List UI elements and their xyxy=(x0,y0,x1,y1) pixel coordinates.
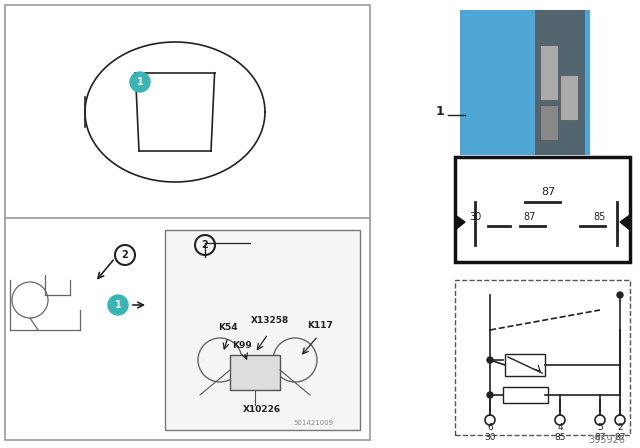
Circle shape xyxy=(130,72,150,92)
Text: 1: 1 xyxy=(136,77,143,87)
Circle shape xyxy=(487,357,493,363)
Text: 395926: 395926 xyxy=(588,435,625,445)
Bar xyxy=(230,355,280,390)
Bar xyxy=(455,280,630,435)
Text: 501421009: 501421009 xyxy=(294,420,334,426)
Text: 1: 1 xyxy=(436,105,444,118)
Polygon shape xyxy=(455,215,465,230)
Bar xyxy=(5,218,370,440)
Text: 87: 87 xyxy=(541,187,555,197)
Text: 1: 1 xyxy=(115,300,122,310)
Bar xyxy=(560,75,578,120)
Text: 4: 4 xyxy=(557,423,563,432)
Bar xyxy=(505,354,545,376)
Polygon shape xyxy=(620,215,630,230)
Bar xyxy=(502,387,547,403)
Circle shape xyxy=(108,295,128,315)
Bar xyxy=(5,5,370,220)
Text: 87: 87 xyxy=(595,433,605,442)
Text: 85: 85 xyxy=(554,433,566,442)
Circle shape xyxy=(487,392,493,398)
Text: 2: 2 xyxy=(202,240,209,250)
Text: 30: 30 xyxy=(484,433,496,442)
Text: 2: 2 xyxy=(122,250,129,260)
Text: 87: 87 xyxy=(614,433,626,442)
Text: 5: 5 xyxy=(597,423,603,432)
Text: 2: 2 xyxy=(617,423,623,432)
Text: K99: K99 xyxy=(232,341,252,350)
Text: K117: K117 xyxy=(307,321,333,330)
Text: 30: 30 xyxy=(469,212,481,222)
Text: 85: 85 xyxy=(594,212,606,222)
Bar xyxy=(460,10,590,155)
Circle shape xyxy=(617,292,623,298)
Text: 87: 87 xyxy=(524,212,536,222)
Text: 6: 6 xyxy=(487,423,493,432)
Text: X10226: X10226 xyxy=(243,405,281,414)
Bar xyxy=(540,105,558,140)
Bar xyxy=(540,45,558,100)
Bar xyxy=(165,230,360,430)
Text: X13258: X13258 xyxy=(251,316,289,325)
Bar xyxy=(455,157,630,262)
Text: K54: K54 xyxy=(218,323,238,332)
Bar xyxy=(535,10,585,155)
